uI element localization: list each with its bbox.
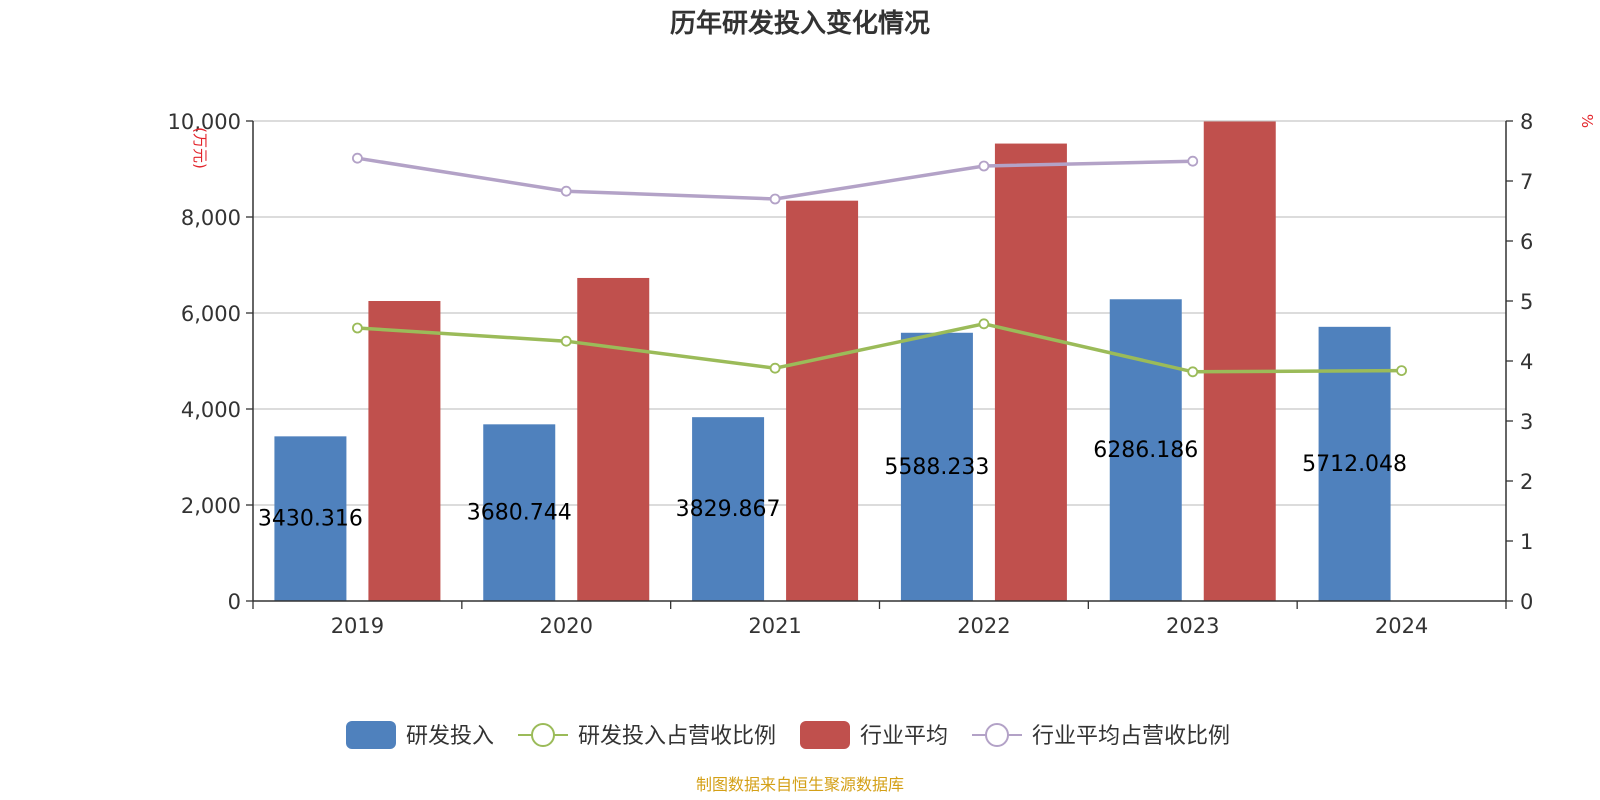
line-point: [1187, 155, 1199, 167]
line-point: [560, 185, 572, 197]
data-labels: 3430.316 3680.744 3829.867 5588.233 6286.186…: [258, 438, 1407, 532]
legend-swatch: [800, 721, 850, 749]
right-tick-label: 7: [1520, 170, 1533, 194]
x-tick-label: 2020: [540, 614, 593, 638]
right-tick-label: 8: [1520, 110, 1533, 134]
legend-swatch: [346, 721, 396, 749]
legend-marker: [531, 723, 555, 747]
bar-0-2021: [692, 417, 765, 601]
right-tick-label: 6: [1520, 230, 1533, 254]
lines: [352, 152, 1407, 378]
legend: 研发投入 研发投入占营收比例 行业平均 行业平均占营收比例: [346, 721, 1230, 749]
left-tick-label: 2,000: [181, 494, 241, 518]
bar-value-label: 5712.048: [1302, 452, 1407, 477]
right-tick-label: 4: [1520, 350, 1533, 374]
right-tick-label: 3: [1520, 410, 1533, 434]
bar-0-2022: [900, 332, 973, 601]
bar-1-2021: [786, 200, 859, 601]
bar-value-label: 5588.233: [884, 455, 989, 480]
x-tick-label: 2019: [331, 614, 384, 638]
x-tick-label: 2021: [748, 614, 801, 638]
source-note: 制图数据来自恒生聚源数据库: [696, 775, 904, 794]
bar-value-label: 3829.867: [676, 497, 781, 522]
bar-value-label: 6286.186: [1093, 438, 1198, 463]
left-tick-label: 4,000: [181, 398, 241, 422]
line-point: [1187, 366, 1199, 378]
x-tick-label: 2023: [1166, 614, 1219, 638]
x-tick-label: 2022: [957, 614, 1010, 638]
line-series-0: [357, 322, 1402, 374]
bar-1-2022: [994, 143, 1067, 601]
left-tick-label: 0: [228, 590, 241, 614]
right-tick-label: 0: [1520, 590, 1533, 614]
bar-0-2019: [274, 436, 347, 601]
bar-0-2023: [1109, 299, 1182, 601]
bar-0-2020: [483, 424, 556, 601]
x-tick-label: 2024: [1375, 614, 1428, 638]
line-point: [978, 160, 990, 172]
line-point: [352, 322, 363, 334]
grid-lines: [253, 120, 1506, 506]
line-point: [560, 335, 572, 347]
legend-marker: [985, 723, 1009, 747]
line-point: [978, 318, 990, 330]
line-point: [769, 193, 781, 205]
legend-label: 行业平均: [860, 724, 948, 749]
line-series-1: [357, 156, 1193, 201]
legend-label: 行业平均占营收比例: [1032, 724, 1230, 749]
right-tick-label: 2: [1520, 470, 1533, 494]
left-axis-unit: (万元): [191, 127, 209, 169]
bar-1-2019: [368, 301, 441, 601]
bars: [274, 121, 1391, 601]
legend-label: 研发投入: [406, 724, 494, 749]
line-point: [769, 362, 781, 374]
legend-label: 研发投入占营收比例: [578, 724, 776, 749]
right-axis-unit: %: [1578, 114, 1596, 128]
chart-title: 历年研发投入变化情况: [670, 8, 930, 39]
bar-value-label: 3680.744: [467, 501, 572, 526]
left-tick-label: 8,000: [181, 206, 241, 230]
line-point: [352, 152, 363, 164]
bar-1-2020: [577, 277, 650, 601]
left-tick-label: 6,000: [181, 302, 241, 326]
left-tick-label: 10,000: [168, 110, 241, 134]
right-tick-label: 1: [1520, 530, 1533, 554]
bar-value-label: 3430.316: [258, 507, 363, 532]
axes: 0 2,000 4,000 6,000 8,000 10,000 0 1 2 3 4 5 6 7 8 2019…: [168, 110, 1534, 638]
bar-1-2023: [1203, 121, 1276, 601]
right-tick-label: 5: [1520, 290, 1533, 314]
line-point: [1396, 365, 1407, 377]
